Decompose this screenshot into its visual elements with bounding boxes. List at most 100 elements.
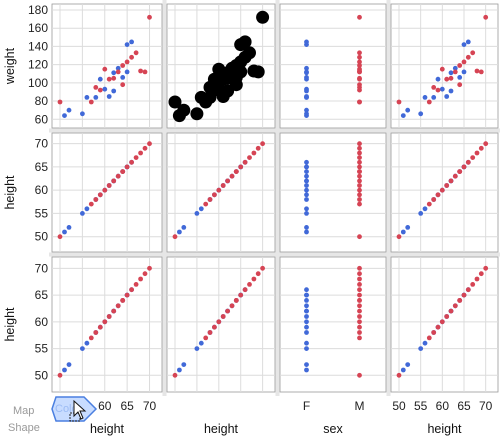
point-male[interactable] [431,330,437,335]
point-male[interactable] [357,330,362,335]
point-male[interactable] [396,99,402,105]
point-female[interactable] [304,324,309,330]
point-female[interactable] [102,86,108,92]
point-male[interactable] [357,69,362,75]
point-male[interactable] [115,173,121,179]
point-male[interactable] [106,76,112,82]
point-male[interactable] [142,145,148,151]
point-female[interactable] [405,225,411,230]
point-male[interactable] [426,99,432,105]
point-male[interactable] [260,265,265,271]
point-female[interactable] [111,88,117,94]
point-male[interactable] [207,197,213,202]
point-male[interactable] [357,155,362,161]
point-male[interactable] [357,82,362,88]
point-male[interactable] [357,59,362,65]
brushed-point[interactable] [212,62,226,76]
point-male[interactable] [220,314,226,319]
point-male[interactable] [465,54,471,60]
point-female[interactable] [80,111,85,117]
point-female[interactable] [304,319,309,325]
point-male[interactable] [357,192,362,198]
point-female[interactable] [418,111,424,117]
point-male[interactable] [133,50,139,56]
point-male[interactable] [115,69,121,75]
point-female[interactable] [444,94,450,99]
point-female[interactable] [84,206,90,212]
point-male[interactable] [216,319,222,325]
point-male[interactable] [115,303,121,309]
point-male[interactable] [251,150,257,156]
point-male[interactable] [203,335,209,341]
brushed-point[interactable] [229,78,243,92]
point-male[interactable] [357,335,362,341]
point-female[interactable] [304,340,309,346]
point-female[interactable] [66,107,72,113]
point-female[interactable] [304,178,309,184]
point-female[interactable] [194,211,200,216]
point-male[interactable] [426,335,432,341]
point-male[interactable] [247,155,252,161]
point-male[interactable] [93,197,99,202]
point-female[interactable] [422,340,428,346]
point-female[interactable] [304,75,309,80]
point-male[interactable] [88,335,94,341]
point-male[interactable] [396,234,402,240]
point-male[interactable] [357,314,362,319]
point-female[interactable] [461,42,467,47]
point-male[interactable] [483,14,489,20]
point-female[interactable] [400,229,406,235]
point-female[interactable] [304,229,309,235]
point-male[interactable] [357,63,362,68]
point-female[interactable] [405,107,411,113]
point-female[interactable] [304,159,309,165]
point-male[interactable] [483,141,489,147]
point-male[interactable] [357,187,362,193]
point-female[interactable] [304,187,309,193]
point-female[interactable] [304,314,309,319]
point-female[interactable] [84,340,90,346]
brushed-point[interactable] [177,103,191,117]
point-female[interactable] [304,346,309,351]
point-female[interactable] [120,75,126,80]
point-male[interactable] [138,276,144,282]
point-male[interactable] [111,178,117,184]
point-male[interactable] [474,276,480,282]
point-male[interactable] [242,287,248,293]
point-male[interactable] [357,282,362,287]
point-male[interactable] [431,85,437,90]
point-female[interactable] [115,65,121,71]
point-male[interactable] [357,99,362,105]
point-female[interactable] [431,95,437,100]
point-male[interactable] [448,75,454,81]
point-female[interactable] [194,346,200,351]
point-female[interactable] [304,107,309,113]
point-male[interactable] [172,234,178,240]
point-male[interactable] [124,292,130,298]
point-female[interactable] [304,65,309,71]
point-male[interactable] [225,308,231,314]
point-female[interactable] [304,39,309,45]
point-male[interactable] [120,169,126,175]
point-male[interactable] [461,59,467,65]
point-male[interactable] [357,287,362,293]
point-male[interactable] [212,192,217,198]
point-male[interactable] [357,178,362,184]
point-male[interactable] [233,169,239,175]
point-male[interactable] [142,69,148,75]
brushed-point[interactable] [168,95,182,109]
point-female[interactable] [84,95,90,100]
point-female[interactable] [62,229,67,235]
point-male[interactable] [357,197,362,202]
point-male[interactable] [129,287,135,293]
point-male[interactable] [357,14,362,20]
point-male[interactable] [120,63,126,68]
point-male[interactable] [470,282,476,287]
point-male[interactable] [124,59,130,65]
point-female[interactable] [80,211,85,216]
point-male[interactable] [357,372,362,378]
point-male[interactable] [457,169,463,175]
point-male[interactable] [242,159,248,165]
point-male[interactable] [452,173,458,179]
point-female[interactable] [304,292,309,298]
